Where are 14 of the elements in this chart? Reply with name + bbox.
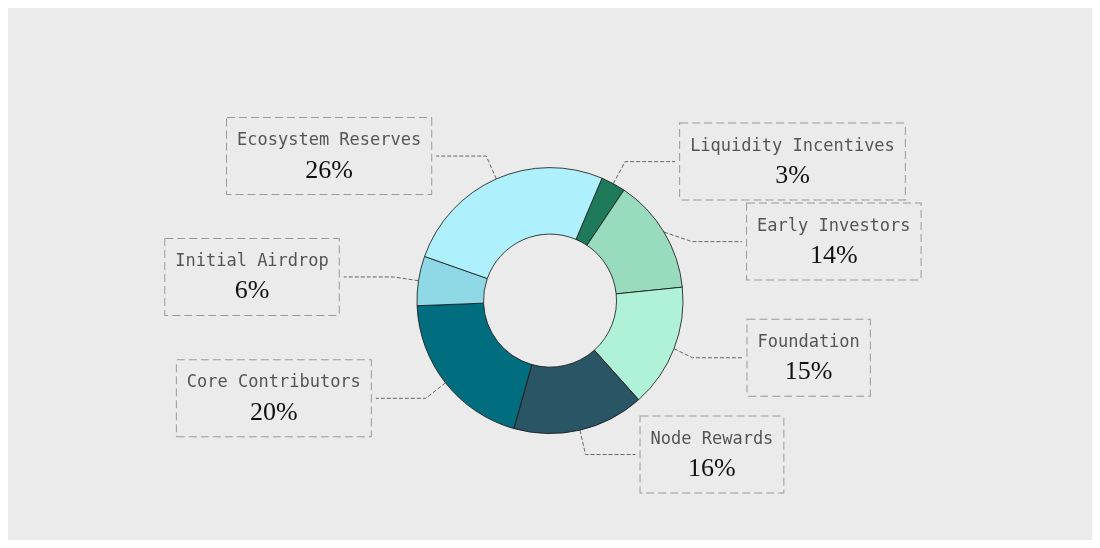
data-label: 20% — [250, 396, 298, 426]
data-label: 15% — [784, 356, 833, 386]
data-label: 6% — [234, 275, 270, 305]
slice-label: Early Investors — [757, 214, 911, 235]
slice-label: Foundation — [757, 330, 860, 351]
slice-label: Core Contributors — [186, 371, 361, 392]
slice-label: Liquidity Incentives — [690, 134, 895, 155]
data-label: 26% — [305, 154, 353, 184]
slice-label: Ecosystem Reserves — [237, 129, 422, 150]
data-label: 16% — [688, 453, 736, 483]
data-label: 3% — [775, 160, 810, 190]
slice-label: Node Rewards — [650, 427, 774, 448]
slice-label: Initial Airdrop — [175, 249, 329, 270]
data-label: 14% — [809, 240, 858, 270]
